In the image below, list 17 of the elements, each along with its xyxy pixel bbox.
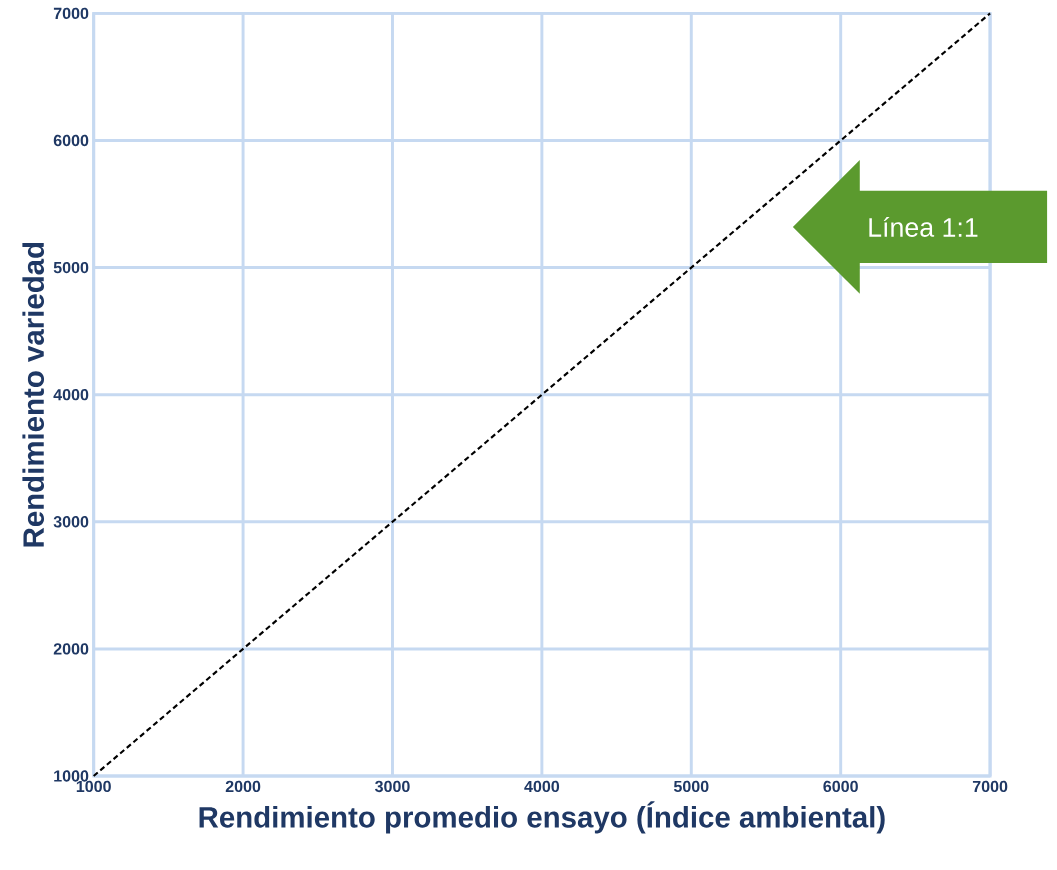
y-tick-label: 4000 bbox=[53, 389, 89, 401]
x-axis-title: Rendimiento promedio ensayo (Índice ambiental) bbox=[199, 801, 885, 834]
x-tick-label: 3000 bbox=[374, 780, 410, 793]
y-tick-label: 7000 bbox=[53, 7, 89, 20]
y-axis-title: Rendimiento variedad bbox=[22, 243, 45, 547]
x-tick-label: 5000 bbox=[673, 780, 709, 793]
x-tick-label: 1000 bbox=[76, 780, 111, 793]
y-tick-label: 5000 bbox=[53, 262, 89, 274]
y-tick-label: 6000 bbox=[53, 134, 89, 147]
y-tick-label: 1000 bbox=[54, 770, 89, 782]
x-tick-label: 2000 bbox=[225, 780, 261, 793]
x-tick-label: 4000 bbox=[524, 780, 560, 793]
x-tick-label: 7000 bbox=[972, 780, 1008, 793]
annotation: Línea 1:1 bbox=[869, 217, 978, 238]
y-tick-label: 3000 bbox=[53, 516, 89, 528]
x-tick-label: 6000 bbox=[823, 780, 858, 793]
y-tick-label: 2000 bbox=[53, 643, 89, 655]
